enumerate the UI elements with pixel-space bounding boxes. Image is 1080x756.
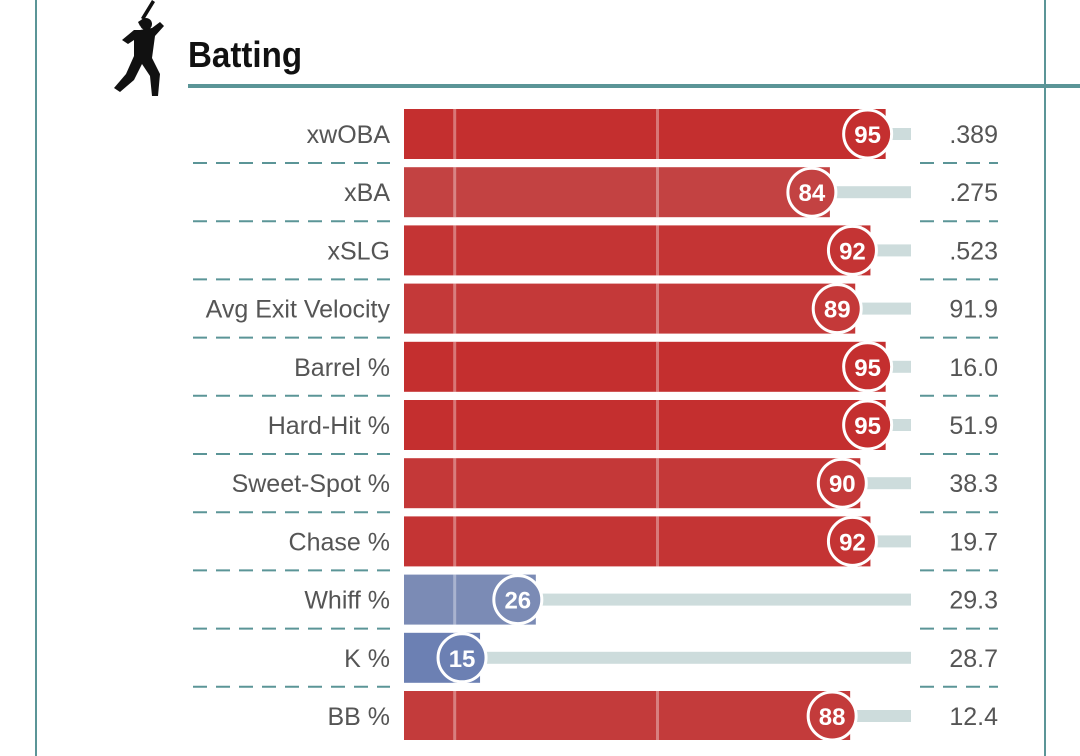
percentile-bar xyxy=(404,516,871,567)
percentile-badge xyxy=(811,283,863,335)
metric-label: xSLG xyxy=(327,237,390,265)
metric-label: Avg Exit Velocity xyxy=(206,296,391,324)
percentile-badge xyxy=(786,166,838,218)
percentile-bar xyxy=(404,691,851,740)
percentile-label: 92 xyxy=(839,529,866,556)
percentile-label: 26 xyxy=(504,588,531,615)
percentile-label: 95 xyxy=(854,413,881,440)
percentile-label: 90 xyxy=(829,471,856,498)
percentile-chart: 95 xwOBA .389 84 xBA .275 92 xSLG .523 89 Avg Exit… xyxy=(193,108,998,740)
metric-value: 38.3 xyxy=(949,470,998,498)
metric-value: .275 xyxy=(949,179,998,207)
metric-value: 29.3 xyxy=(949,587,998,615)
percentile-bar xyxy=(404,400,886,450)
percentile-label: 84 xyxy=(799,180,826,207)
metric-label: Whiff % xyxy=(304,587,390,615)
percentile-badge xyxy=(842,341,894,393)
percentile-bar xyxy=(404,283,856,334)
percentile-label: 88 xyxy=(819,704,846,731)
metric-label: Sweet-Spot % xyxy=(232,470,390,498)
metric-label: Chase % xyxy=(289,528,390,556)
percentile-badge xyxy=(436,632,488,684)
metric-value: 19.7 xyxy=(949,528,998,556)
percentile-bar xyxy=(404,167,830,218)
percentile-badge xyxy=(492,574,544,626)
percentile-badge xyxy=(826,515,878,567)
panel-frame xyxy=(35,0,1046,756)
percentile-label: 95 xyxy=(854,122,881,149)
section-header: Batting xyxy=(100,0,1080,100)
percentile-label: 92 xyxy=(839,238,866,265)
percentile-badge xyxy=(806,690,858,740)
metric-value: .389 xyxy=(949,121,998,149)
metric-label: xwOBA xyxy=(307,121,391,149)
header-rule xyxy=(188,84,1080,88)
metric-label: Barrel % xyxy=(294,354,390,382)
percentile-bar xyxy=(404,225,871,276)
metric-value: .523 xyxy=(949,237,998,265)
percentile-badge xyxy=(826,224,878,276)
metric-label: Hard-Hit % xyxy=(268,412,390,440)
metric-label: BB % xyxy=(327,703,390,731)
percentile-label: 89 xyxy=(824,297,851,324)
metric-value: 28.7 xyxy=(949,645,998,673)
percentile-label: 95 xyxy=(854,355,881,382)
percentile-badge xyxy=(816,457,868,509)
metric-value: 91.9 xyxy=(949,296,998,324)
metric-value: 16.0 xyxy=(949,354,998,382)
batter-silhouette-icon xyxy=(114,0,164,96)
percentile-badge xyxy=(842,108,894,160)
percentile-bar xyxy=(404,458,861,509)
metric-label: K % xyxy=(344,645,390,673)
percentile-bar xyxy=(404,109,886,159)
metric-value: 51.9 xyxy=(949,412,998,440)
percentile-label: 15 xyxy=(449,646,476,673)
percentile-bar xyxy=(404,341,886,392)
section-title: Batting xyxy=(188,34,303,75)
metric-value: 12.4 xyxy=(949,703,998,731)
metric-label: xBA xyxy=(344,179,390,207)
percentile-badge xyxy=(842,399,894,451)
bar-track xyxy=(404,651,911,664)
